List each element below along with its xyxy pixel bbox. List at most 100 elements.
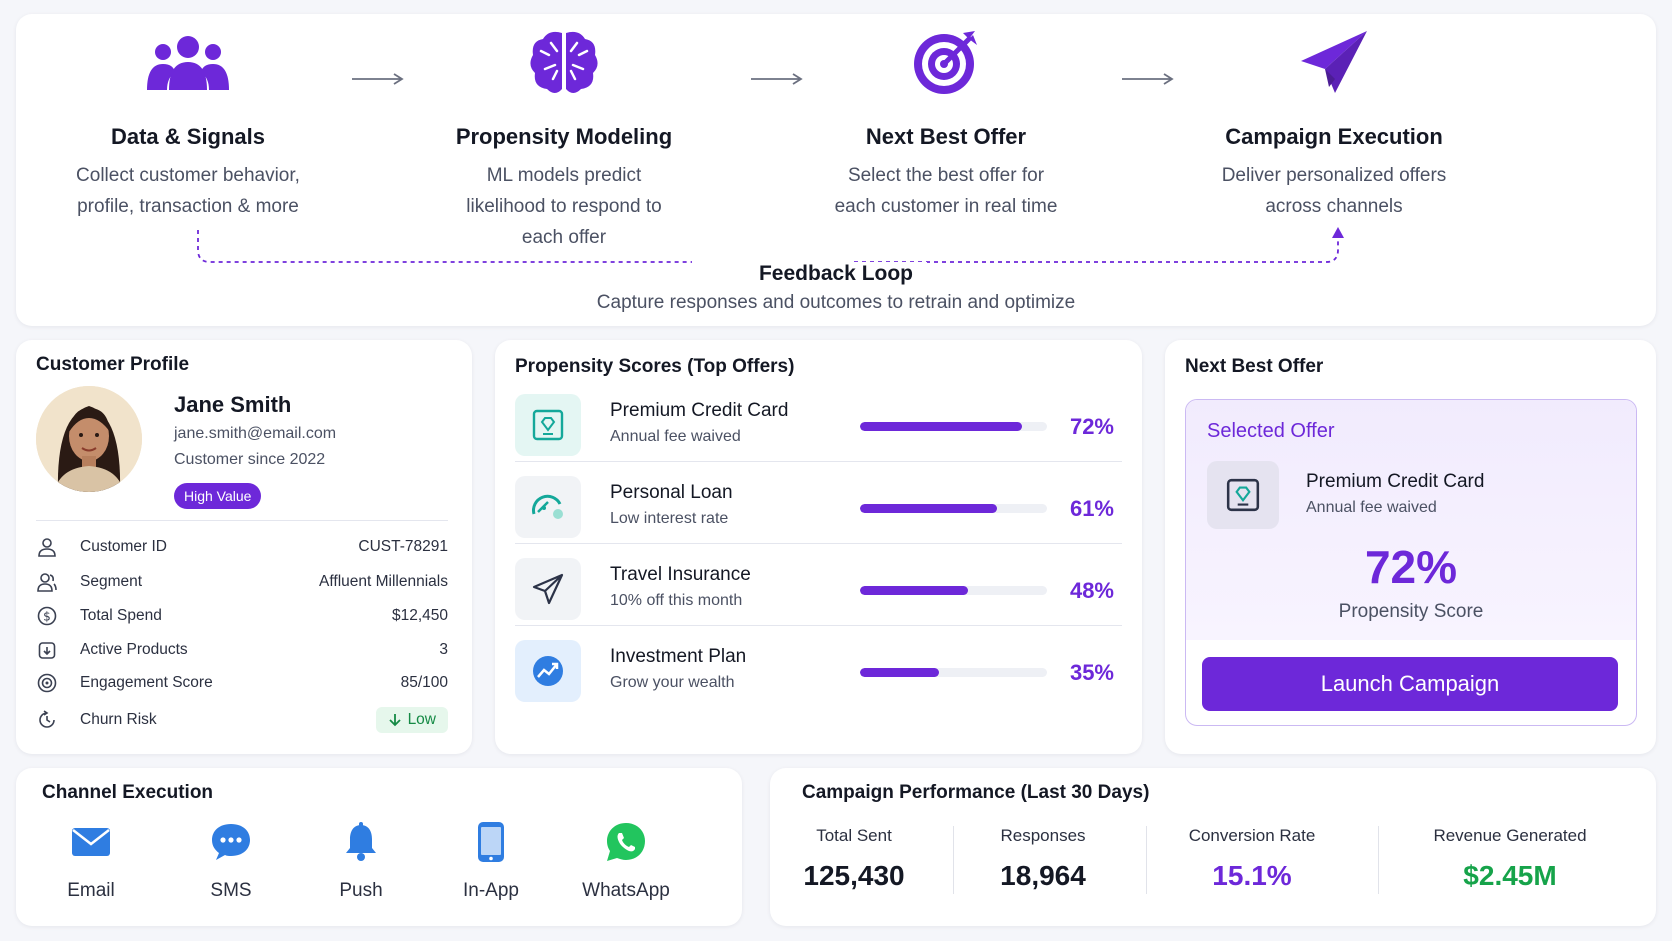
channel-label: Push <box>339 880 383 901</box>
channel-label: Email <box>67 880 115 901</box>
step-title: Propensity Modeling <box>455 124 673 149</box>
attribute-row-engagement-score: Engagement Score 85/100 <box>36 670 448 696</box>
next-best-offer-card: Next Best Offer Selected Offer Premium C… <box>1165 340 1656 754</box>
step-description: Deliver personalized offers across chann… <box>1221 165 1447 217</box>
attribute-value: $12,450 <box>391 607 448 624</box>
metric-conversion-rate: Conversion Rate 15.1% <box>1152 826 1352 892</box>
metric-value: 125,430 <box>803 860 905 891</box>
step-description: Select the best offer for each customer … <box>834 165 1058 217</box>
feedback-loop-description: Capture responses and outcomes to retrai… <box>596 292 1076 313</box>
customer-name: Jane Smith <box>174 392 292 417</box>
brain-icon <box>414 22 714 102</box>
offer-row-investment-plan[interactable]: Investment Plan Grow your wealth 35% <box>515 626 1122 708</box>
launch-campaign-button[interactable]: Launch Campaign <box>1202 657 1618 711</box>
attribute-label: Customer ID <box>80 538 167 555</box>
offer-row-travel-insurance[interactable]: Travel Insurance 10% off this month 48% <box>515 544 1122 626</box>
metric-responses: Responses 18,964 <box>963 826 1123 892</box>
offer-row-premium-credit-card[interactable]: Premium Credit Card Annual fee waived 72… <box>515 380 1122 462</box>
score-bar <box>860 504 1047 513</box>
growth-chart-icon <box>515 640 581 702</box>
attribute-label: Active Products <box>80 641 188 658</box>
step-title: Data & Signals <box>110 124 266 149</box>
arrow-right-icon <box>751 73 803 85</box>
step-next-best-offer: Next Best Offer Select the best offer fo… <box>796 22 1096 222</box>
attribute-label: Churn Risk <box>80 711 157 728</box>
attribute-label: Total Spend <box>80 607 162 624</box>
offer-row-personal-loan[interactable]: Personal Loan Low interest rate 61% <box>515 462 1122 544</box>
churn-risk-value: Low <box>407 711 436 728</box>
paper-plane-icon <box>1184 22 1484 102</box>
attribute-row-segment: Segment Affluent Millennials <box>36 569 448 595</box>
attribute-value: 85/100 <box>400 674 448 691</box>
score-percent: 72% <box>1069 414 1114 439</box>
step-propensity-modeling: Propensity Modeling ML models predict li… <box>414 22 714 253</box>
score-bar-fill <box>860 586 968 595</box>
channel-label: In-App <box>463 880 519 901</box>
step-description: Collect customer behavior, profile, tran… <box>76 165 300 217</box>
attribute-row-churn-risk: Churn Risk Low <box>36 705 448 735</box>
arrow-right-icon <box>1122 73 1174 85</box>
selected-offer-name: Premium Credit Card <box>1306 471 1485 492</box>
score-percent: 35% <box>1069 660 1114 685</box>
channel-email[interactable]: Email <box>31 818 151 902</box>
divider <box>1378 826 1379 894</box>
score-percent: 61% <box>1069 496 1114 521</box>
offer-description: Grow your wealth <box>610 674 735 691</box>
propensity-score-value: 72% <box>1364 541 1458 593</box>
offer-description: 10% off this month <box>610 592 743 609</box>
arrow-right-icon <box>352 73 404 85</box>
channel-sms[interactable]: SMS <box>171 818 291 902</box>
score-bar <box>860 668 1047 677</box>
user-icon <box>36 536 58 558</box>
metric-label: Revenue Generated <box>1433 826 1587 845</box>
channel-push[interactable]: Push <box>301 818 421 902</box>
selected-offer-label: Selected Offer <box>1207 420 1335 442</box>
metric-revenue-generated: Revenue Generated $2.45M <box>1390 826 1630 892</box>
divider <box>953 826 954 894</box>
score-bar <box>860 422 1047 431</box>
score-bar-fill <box>860 504 997 513</box>
divider <box>515 625 1122 626</box>
metric-total-sent: Total Sent 125,430 <box>784 826 924 892</box>
target-icon <box>796 22 1096 102</box>
channel-in-app[interactable]: In-App <box>431 818 551 902</box>
selected-offer-description: Annual fee waived <box>1306 499 1437 516</box>
users-icon <box>38 22 338 102</box>
bell-icon <box>301 818 421 866</box>
offer-description: Low interest rate <box>610 510 729 527</box>
dollar-icon: $ <box>36 605 58 627</box>
channel-whatsapp[interactable]: WhatsApp <box>566 818 686 902</box>
campaign-performance-card: Campaign Performance (Last 30 Days) Tota… <box>770 768 1656 926</box>
card-title: Propensity Scores (Top Offers) <box>515 356 795 377</box>
divider <box>1146 826 1147 894</box>
offer-description: Annual fee waived <box>610 428 741 445</box>
customer-since: Customer since 2022 <box>174 451 326 468</box>
channel-label: SMS <box>210 880 252 901</box>
card-title: Next Best Offer <box>1185 356 1324 377</box>
divider <box>515 543 1122 544</box>
attribute-row-total-spend: $ Total Spend $12,450 <box>36 603 448 629</box>
metric-label: Responses <box>1000 826 1086 845</box>
credit-card-gem-icon <box>1207 461 1279 529</box>
card-title: Customer Profile <box>36 354 190 375</box>
offer-name: Premium Credit Card <box>610 400 789 421</box>
attribute-value: Affluent Millennials <box>319 573 448 590</box>
propensity-score-label: Propensity Score <box>1338 601 1484 622</box>
score-bar-fill <box>860 422 1022 431</box>
churn-risk-badge: Low <box>375 707 448 733</box>
users-icon <box>36 571 58 593</box>
step-campaign-execution: Campaign Execution Deliver personalized … <box>1184 22 1484 222</box>
step-description: ML models predict likelihood to respond … <box>466 165 662 248</box>
offer-name: Investment Plan <box>610 646 747 667</box>
box-icon <box>36 639 58 661</box>
score-bar-fill <box>860 668 939 677</box>
step-data-signals: Data & Signals Collect customer behavior… <box>38 22 338 222</box>
offer-name: Personal Loan <box>610 482 733 503</box>
pipeline-flow-panel: Data & Signals Collect customer behavior… <box>16 14 1656 326</box>
attribute-label: Engagement Score <box>80 674 213 691</box>
attribute-value: CUST-78291 <box>358 538 448 555</box>
engagement-icon <box>36 672 58 694</box>
plane-icon <box>515 558 581 620</box>
offer-name: Travel Insurance <box>610 564 751 585</box>
chat-bubble-icon <box>171 818 291 866</box>
